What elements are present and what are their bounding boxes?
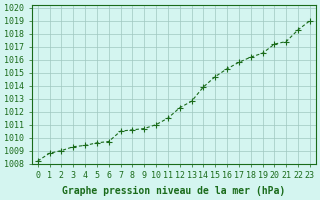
X-axis label: Graphe pression niveau de la mer (hPa): Graphe pression niveau de la mer (hPa) bbox=[62, 186, 285, 196]
